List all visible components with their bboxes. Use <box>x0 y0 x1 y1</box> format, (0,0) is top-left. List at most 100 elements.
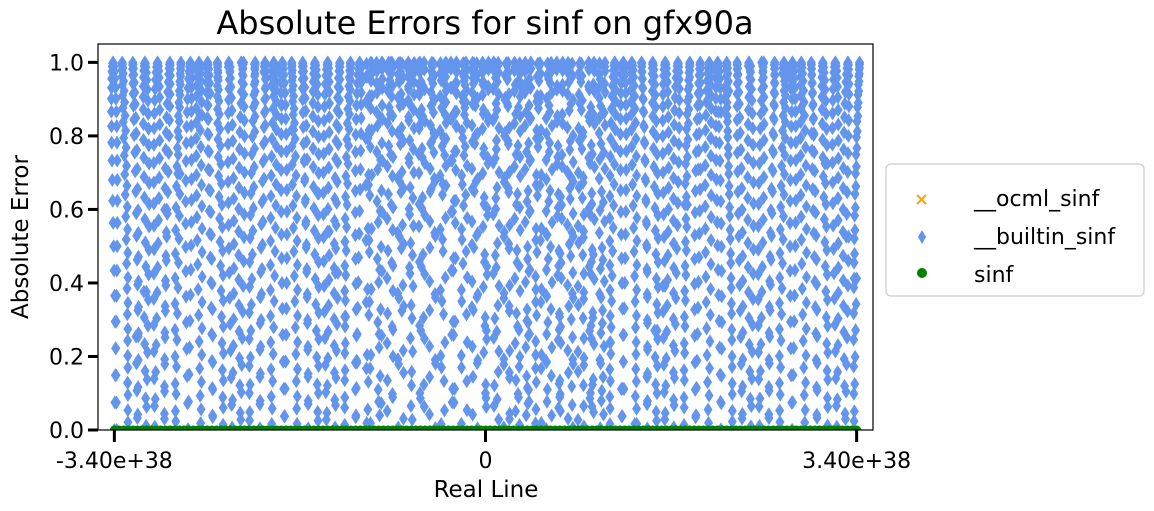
builtin-sinf-point <box>248 114 258 129</box>
builtin-sinf-point <box>302 134 312 149</box>
builtin-sinf-point <box>458 198 468 213</box>
builtin-sinf-point <box>524 205 534 220</box>
builtin-sinf-point <box>849 231 859 246</box>
builtin-sinf-point <box>343 89 353 104</box>
builtin-sinf-point <box>650 323 660 338</box>
builtin-sinf-point <box>531 348 541 363</box>
builtin-sinf-point <box>512 187 522 202</box>
builtin-sinf-point <box>277 251 287 266</box>
builtin-sinf-point <box>700 199 710 214</box>
builtin-sinf-point <box>480 247 490 262</box>
builtin-sinf-point <box>467 134 477 149</box>
builtin-sinf-point <box>405 266 415 281</box>
builtin-sinf-point <box>790 239 800 254</box>
builtin-sinf-point <box>573 412 583 427</box>
builtin-sinf-point <box>683 132 693 147</box>
builtin-sinf-point <box>409 121 419 136</box>
builtin-sinf-point <box>833 79 843 94</box>
builtin-sinf-point <box>587 242 597 257</box>
builtin-sinf-point <box>542 67 552 82</box>
builtin-sinf-point <box>302 264 312 279</box>
builtin-sinf-point <box>425 274 435 289</box>
builtin-sinf-point <box>460 60 470 75</box>
builtin-sinf-point <box>259 152 269 167</box>
builtin-sinf-point <box>619 354 629 369</box>
builtin-sinf-point <box>672 218 682 233</box>
builtin-sinf-point <box>748 242 758 257</box>
builtin-sinf-point <box>409 165 419 180</box>
builtin-sinf-point <box>398 343 408 358</box>
builtin-sinf-point <box>767 143 777 158</box>
builtin-sinf-point <box>600 59 610 74</box>
builtin-sinf-point <box>727 376 737 391</box>
builtin-sinf-point <box>406 378 416 393</box>
builtin-sinf-point <box>546 239 556 254</box>
builtin-sinf-point <box>594 171 604 186</box>
builtin-sinf-point <box>802 222 812 237</box>
builtin-sinf-point <box>553 200 563 215</box>
builtin-sinf-point <box>579 266 589 281</box>
builtin-sinf-point <box>724 179 734 194</box>
builtin-sinf-point <box>293 308 303 323</box>
builtin-sinf-point <box>117 78 127 93</box>
builtin-sinf-point <box>468 369 478 384</box>
builtin-sinf-point <box>119 130 129 145</box>
builtin-sinf-point <box>714 104 724 119</box>
builtin-sinf-point <box>513 138 523 153</box>
builtin-sinf-point <box>520 215 530 230</box>
builtin-sinf-point <box>789 340 799 355</box>
builtin-sinf-point <box>819 190 829 205</box>
legend-label-ocml: __ocml_sinf <box>973 187 1101 212</box>
builtin-sinf-point <box>212 89 222 104</box>
builtin-sinf-point <box>196 374 206 389</box>
builtin-sinf-point <box>335 72 345 87</box>
builtin-sinf-point <box>182 105 192 120</box>
builtin-sinf-point <box>595 152 605 167</box>
builtin-sinf-point <box>249 87 259 102</box>
builtin-sinf-point <box>426 118 436 133</box>
builtin-sinf-point <box>234 180 244 195</box>
builtin-sinf-point <box>658 331 668 346</box>
builtin-sinf-point <box>599 407 609 422</box>
builtin-sinf-point <box>399 299 409 314</box>
builtin-sinf-point <box>450 314 460 329</box>
builtin-sinf-point <box>849 359 859 374</box>
builtin-sinf-point <box>361 361 371 376</box>
builtin-sinf-point <box>780 114 790 129</box>
builtin-sinf-point <box>796 187 806 202</box>
builtin-sinf-point <box>266 211 276 226</box>
builtin-sinf-point <box>785 173 795 188</box>
builtin-sinf-point <box>467 237 477 252</box>
builtin-sinf-point <box>451 104 461 119</box>
builtin-sinf-point <box>577 191 587 206</box>
builtin-sinf-point <box>132 143 142 158</box>
builtin-sinf-point <box>395 59 405 74</box>
builtin-sinf-point <box>245 377 255 392</box>
builtin-sinf-point <box>414 147 424 162</box>
builtin-sinf-point <box>679 309 689 324</box>
builtin-sinf-point <box>288 107 298 122</box>
builtin-sinf-point <box>531 168 541 183</box>
builtin-sinf-point <box>139 284 149 299</box>
builtin-sinf-point <box>478 87 488 102</box>
builtin-sinf-point <box>607 268 617 283</box>
builtin-sinf-point <box>352 98 362 113</box>
builtin-sinf-point <box>531 294 541 309</box>
builtin-sinf-point <box>811 205 821 220</box>
builtin-sinf-point <box>123 348 133 363</box>
builtin-sinf-point <box>170 404 180 419</box>
builtin-sinf-point <box>764 299 774 314</box>
builtin-sinf-point <box>544 194 554 209</box>
builtin-sinf-point <box>722 95 732 110</box>
builtin-sinf-point <box>376 152 386 167</box>
builtin-sinf-point <box>568 357 578 372</box>
builtin-sinf-point <box>796 130 806 145</box>
builtin-sinf-point <box>419 377 429 392</box>
builtin-sinf-point <box>513 319 523 334</box>
builtin-sinf-point <box>542 91 552 106</box>
builtin-sinf-point <box>757 82 767 97</box>
x-tick-label: -3.40e+38 <box>56 449 173 474</box>
builtin-sinf-point <box>110 288 120 303</box>
builtin-sinf-point <box>266 362 276 377</box>
